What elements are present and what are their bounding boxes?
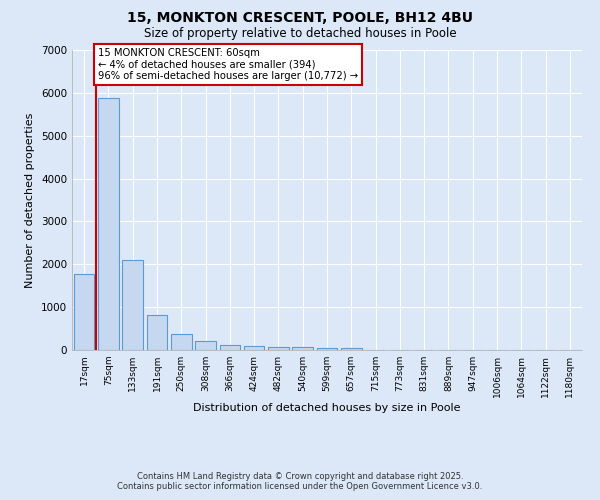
- Bar: [268, 347, 289, 350]
- Text: 15 MONKTON CRESCENT: 60sqm
← 4% of detached houses are smaller (394)
96% of semi: 15 MONKTON CRESCENT: 60sqm ← 4% of detac…: [98, 48, 358, 81]
- Bar: [146, 315, 167, 350]
- Text: 15, MONKTON CRESCENT, POOLE, BH12 4BU: 15, MONKTON CRESCENT, POOLE, BH12 4BU: [127, 11, 473, 25]
- Bar: [122, 260, 143, 350]
- Bar: [74, 274, 94, 350]
- Text: Contains HM Land Registry data © Crown copyright and database right 2025.
Contai: Contains HM Land Registry data © Crown c…: [118, 472, 482, 491]
- Bar: [220, 346, 240, 350]
- Y-axis label: Number of detached properties: Number of detached properties: [25, 112, 35, 288]
- Text: Size of property relative to detached houses in Poole: Size of property relative to detached ho…: [143, 28, 457, 40]
- Bar: [317, 348, 337, 350]
- Bar: [244, 346, 265, 350]
- Bar: [195, 340, 216, 350]
- Bar: [292, 348, 313, 350]
- X-axis label: Distribution of detached houses by size in Poole: Distribution of detached houses by size …: [193, 402, 461, 412]
- Bar: [341, 348, 362, 350]
- Bar: [98, 98, 119, 350]
- Bar: [171, 334, 191, 350]
